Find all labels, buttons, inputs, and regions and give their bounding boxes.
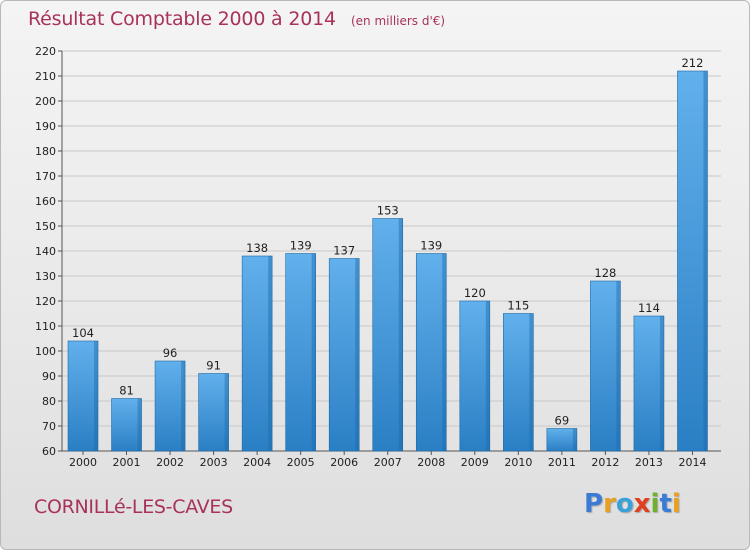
x-tick-label: 2008 <box>417 456 445 469</box>
bar-value-label: 128 <box>594 266 616 280</box>
bar-value-label: 114 <box>638 301 660 315</box>
bar-shade <box>659 316 664 451</box>
brand-letter: o <box>615 489 634 519</box>
y-tick-label: 60 <box>42 445 56 458</box>
bar-value-label: 91 <box>206 359 221 373</box>
bar <box>285 253 316 452</box>
bar-shade <box>572 428 577 451</box>
x-tick-label: 2004 <box>243 456 271 469</box>
bar-shade <box>485 301 490 451</box>
x-tick-label: 2011 <box>548 456 576 469</box>
bar-shade <box>616 281 621 451</box>
bar <box>241 255 273 452</box>
bar <box>415 253 447 452</box>
bar-value-label: 138 <box>246 241 268 255</box>
x-tick-label: 2005 <box>287 456 315 469</box>
bar <box>154 360 186 452</box>
brand-letter: i <box>650 489 660 519</box>
y-tick-label: 180 <box>35 145 56 158</box>
bar <box>67 340 99 452</box>
x-tick-label: 2013 <box>635 456 663 469</box>
bar-value-label: 96 <box>163 346 178 360</box>
bar-value-label: 212 <box>681 56 703 70</box>
brand-letter: t <box>659 489 672 519</box>
y-tick-label: 220 <box>35 45 56 58</box>
bar-shade <box>181 361 186 451</box>
bar-shade <box>137 398 142 451</box>
bar-value-label: 115 <box>507 299 529 313</box>
bar <box>459 300 491 452</box>
brand-letter: P <box>584 489 604 519</box>
bar-shade <box>442 253 447 451</box>
x-tick-label: 2000 <box>69 456 97 469</box>
bar-value-label: 139 <box>290 239 312 253</box>
y-tick-label: 120 <box>35 295 56 308</box>
bar-value-label: 139 <box>420 239 442 253</box>
x-tick-label: 2012 <box>591 456 619 469</box>
x-tick-label: 2014 <box>678 456 706 469</box>
x-tick-label: 2010 <box>504 456 532 469</box>
y-tick-label: 140 <box>35 245 56 258</box>
bar-value-label: 104 <box>72 326 94 340</box>
brand-letter: i <box>671 489 681 519</box>
brand-letter: r <box>603 489 616 519</box>
y-tick-label: 210 <box>35 70 56 83</box>
bar-value-label: 81 <box>119 384 134 398</box>
x-tick-label: 2009 <box>461 456 489 469</box>
bar <box>198 373 229 452</box>
bar <box>372 218 404 452</box>
bar-shade <box>94 341 98 451</box>
x-tick-label: 2002 <box>156 456 184 469</box>
y-tick-label: 80 <box>42 395 56 408</box>
location-label: CORNILLé-LES-CAVES <box>34 496 233 518</box>
bar <box>590 280 621 452</box>
chart-subtitle: (en milliers d'€) <box>350 14 446 28</box>
bar-value-label: 120 <box>464 286 486 300</box>
bar-value-label: 69 <box>555 414 570 428</box>
x-tick-label: 2003 <box>200 456 228 469</box>
y-tick-label: 200 <box>35 95 56 108</box>
bar-shade <box>398 218 403 451</box>
y-tick-label: 90 <box>42 370 56 383</box>
chart-title: Résultat Comptable 2000 à 2014 <box>28 8 336 30</box>
bar-value-label: 137 <box>333 244 355 258</box>
x-tick-label: 2001 <box>113 456 141 469</box>
y-tick-label: 190 <box>35 120 56 133</box>
bar <box>111 398 142 452</box>
bar <box>546 428 578 452</box>
bar-shade <box>703 71 708 451</box>
title-row: Résultat Comptable 2000 à 2014 (en milli… <box>28 8 445 30</box>
x-tick-label: 2006 <box>330 456 358 469</box>
brand-letter: x <box>633 489 651 519</box>
bar-shade <box>268 256 273 451</box>
brand-logo: Proxiti <box>584 489 681 519</box>
bar-shade <box>355 258 360 451</box>
y-tick-label: 150 <box>35 220 56 233</box>
y-tick-label: 100 <box>35 345 56 358</box>
bar-shade <box>224 373 229 451</box>
y-tick-label: 170 <box>35 170 56 183</box>
y-tick-label: 160 <box>35 195 56 208</box>
bar-value-label: 153 <box>377 204 399 218</box>
bar <box>328 258 360 452</box>
bar <box>503 313 534 452</box>
bar <box>677 70 708 452</box>
bar <box>633 315 665 452</box>
y-tick-label: 130 <box>35 270 56 283</box>
x-tick-label: 2007 <box>374 456 402 469</box>
y-tick-label: 70 <box>42 420 56 433</box>
bar-shade <box>529 313 534 451</box>
bar-shade <box>311 253 316 451</box>
y-tick-label: 110 <box>35 320 56 333</box>
